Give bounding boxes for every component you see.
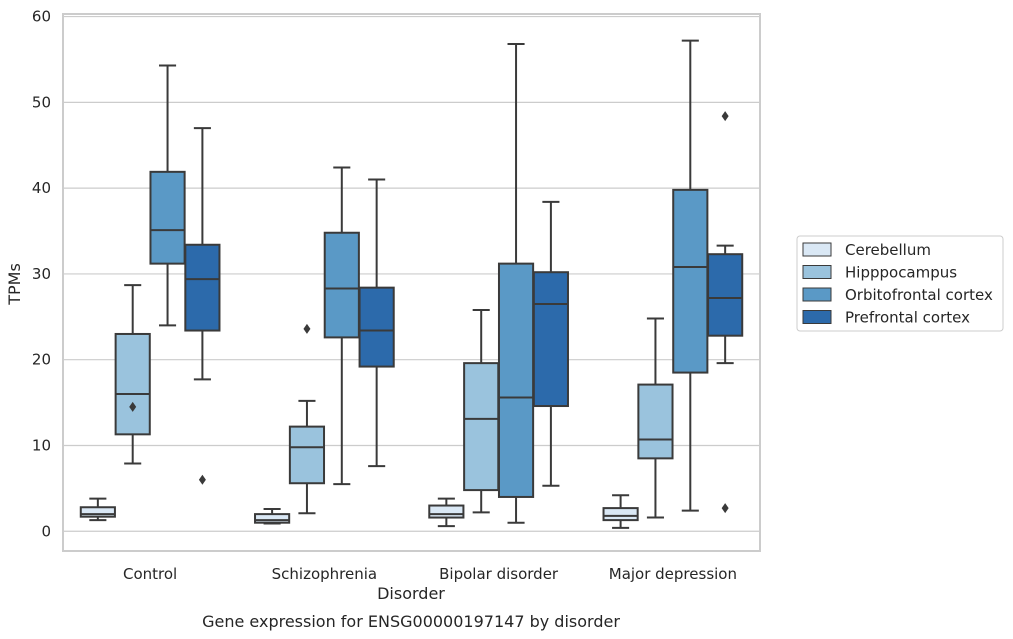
iqr-box <box>497 262 535 498</box>
y-tick-label: 20 <box>32 351 51 369</box>
box-orbitofrontal-cortex <box>149 64 186 327</box>
y-tick-label: 60 <box>32 8 51 26</box>
legend-items: Cerebellum Hipppocampus Orbitofrontal cort… <box>802 241 993 327</box>
box-orbitofrontal-cortex <box>323 166 360 486</box>
box-cerebellum <box>602 494 639 529</box>
iqr-box <box>672 188 709 374</box>
legend-label: Orbitofrontal cortex <box>845 286 993 304</box>
box-cerebellum <box>79 497 116 522</box>
box-hipppocampus <box>637 317 674 519</box>
box-cerebellum <box>428 497 465 528</box>
y-tick-label: 40 <box>32 179 51 197</box>
y-axis-title: TPMs <box>5 263 24 306</box>
iqr-box <box>114 332 151 436</box>
box-orbitofrontal-cortex <box>672 39 709 512</box>
x-axis-ticks: Control Schizophrenia Bipolar disorder Majo… <box>123 565 737 583</box>
legend-swatch <box>802 242 832 257</box>
y-tick-label: 30 <box>32 265 51 283</box>
legend-swatch <box>802 265 832 279</box>
outlier-marker <box>129 401 137 412</box>
box-orbitofrontal-cortex <box>497 43 535 524</box>
iqr-box <box>254 513 291 524</box>
y-axis-ticks: 0 10 20 30 40 50 60 <box>32 8 51 541</box>
outlier-marker <box>303 323 311 334</box>
iqr-box <box>184 243 221 332</box>
iqr-box <box>707 253 744 337</box>
iqr-box <box>637 383 674 460</box>
chart-caption: Gene expression for ENSG00000197147 by d… <box>202 612 620 631</box>
legend-label: Prefrontal cortex <box>845 309 970 327</box>
legend-label: Hipppocampus <box>845 264 957 282</box>
box-hipppocampus <box>114 284 151 465</box>
iqr-box <box>428 504 465 519</box>
legend-frame <box>796 235 1004 332</box>
x-axis-title: Disorder <box>377 584 445 603</box>
box-series-group <box>79 39 744 529</box>
x-tick-label: Bipolar disorder <box>439 565 559 583</box>
box-hipppocampus <box>288 323 326 515</box>
box-prefrontal-cortex <box>532 200 569 487</box>
iqr-box <box>79 506 116 518</box>
legend-swatch <box>802 310 832 324</box>
iqr-box <box>358 286 395 368</box>
iqr-box <box>288 425 326 485</box>
box-hipppocampus <box>463 308 500 514</box>
outlier-marker <box>721 111 729 122</box>
legend-swatch <box>802 287 832 302</box>
y-tick-label: 10 <box>32 436 51 454</box>
outlier-marker <box>721 503 729 514</box>
iqr-box <box>532 271 569 408</box>
plot-area-frame <box>62 13 761 552</box>
y-tick-label: 50 <box>32 93 51 111</box>
iqr-box <box>323 231 360 339</box>
box-prefrontal-cortex <box>184 127 221 485</box>
box-prefrontal-cortex <box>707 111 744 514</box>
iqr-box <box>602 507 639 522</box>
y-tick-label: 0 <box>41 522 51 540</box>
outlier-marker <box>198 474 206 485</box>
iqr-box <box>149 170 186 265</box>
box-prefrontal-cortex <box>358 178 395 468</box>
legend-label: Cerebellum <box>845 241 931 259</box>
x-tick-label: Control <box>123 565 177 583</box>
box-cerebellum <box>254 507 291 525</box>
legend: Cerebellum Hipppocampus Orbitofrontal cort… <box>796 235 1004 332</box>
x-tick-label: Major depression <box>609 565 737 583</box>
x-tick-label: Schizophrenia <box>272 565 377 583</box>
iqr-box <box>463 362 500 492</box>
